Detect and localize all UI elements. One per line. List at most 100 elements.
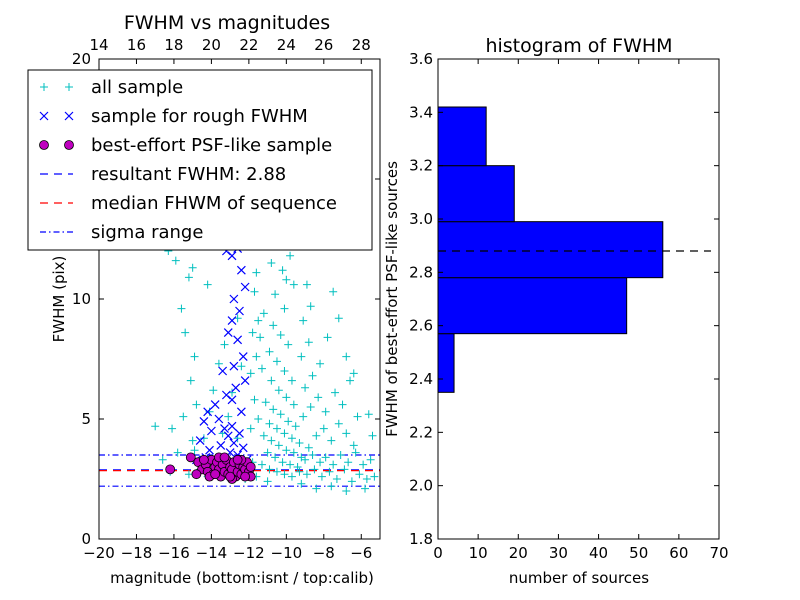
point-all-sample [280, 470, 289, 479]
point-rough-fwhm [195, 436, 205, 446]
scatter-axes-frame [98, 58, 381, 540]
top-tick-label: 22 [239, 36, 258, 54]
point-all-sample [316, 359, 325, 368]
point-all-sample [186, 376, 195, 385]
point-rough-fwhm [218, 366, 228, 376]
point-all-sample [282, 393, 291, 402]
legend-marker [65, 83, 73, 91]
histogram-axes: 0 10 20 30 40 50 60 70 1.8 2.0 2.2 2.4 2.6 2.8 3.0 3.2 3… [409, 50, 728, 562]
scatter-y-axis-label: FWHM (pix) [50, 256, 68, 343]
y-tick-label: 3.6 [409, 50, 433, 68]
point-all-sample [276, 331, 285, 339]
point-all-sample [158, 455, 167, 464]
histogram-title: histogram of FWHM [485, 35, 672, 57]
point-all-sample [317, 472, 326, 481]
point-all-sample [173, 448, 182, 457]
point-all-sample [289, 448, 298, 457]
point-all-sample [331, 388, 340, 397]
point-all-sample [344, 458, 353, 467]
point-all-sample [353, 412, 362, 421]
x-tick-label: −14 [196, 544, 228, 562]
point-all-sample [287, 376, 296, 385]
histogram-axes-frame [437, 58, 720, 540]
point-all-sample [359, 460, 368, 469]
point-all-sample [308, 451, 317, 459]
point-all-sample [368, 431, 377, 440]
x-tick-label: −16 [158, 544, 190, 562]
legend-frame [27, 69, 373, 251]
x-tick-label: −10 [271, 544, 303, 562]
legend-label: best-effort PSF-like sample [91, 135, 332, 156]
point-rough-fwhm [205, 445, 214, 455]
point-all-sample [259, 309, 268, 318]
point-all-sample [280, 429, 289, 438]
point-rough-fwhm [223, 328, 233, 338]
point-all-sample [351, 448, 360, 457]
point-all-sample [171, 256, 180, 265]
point-all-sample [302, 470, 311, 479]
legend-marker [39, 140, 49, 150]
point-all-sample [257, 364, 266, 373]
point-psf-like [245, 462, 256, 472]
point-all-sample [278, 266, 287, 275]
point-rough-fwhm [229, 361, 239, 371]
point-rough-fwhm [220, 424, 229, 434]
legend-label: all sample [91, 77, 183, 98]
point-rough-fwhm [227, 251, 237, 261]
legend-label: resultant FWHM: 2.88 [91, 164, 286, 185]
top-tick-label: 24 [277, 36, 296, 54]
y-tick-label: 0 [81, 530, 91, 548]
histogram-bar [437, 333, 455, 393]
point-all-sample [342, 352, 351, 361]
point-all-sample [254, 316, 263, 325]
point-psf-like [210, 469, 221, 480]
point-all-sample [349, 441, 358, 450]
histogram-bar [437, 221, 664, 279]
legend-entry: all sample [40, 77, 183, 98]
point-all-sample [274, 386, 283, 395]
point-all-sample [269, 321, 278, 330]
point-rough-fwhm [229, 438, 239, 448]
point-rough-fwhm [203, 407, 213, 417]
point-all-sample [297, 479, 306, 488]
point-psf-like [199, 454, 209, 465]
point-rough-fwhm [223, 431, 233, 441]
histogram-bar [437, 106, 487, 167]
point-all-sample [312, 431, 321, 440]
point-rough-fwhm [229, 294, 239, 304]
top-tick-label: 26 [314, 36, 333, 54]
point-rough-fwhm [210, 400, 220, 410]
point-rough-fwhm [236, 407, 246, 417]
point-all-sample [190, 352, 199, 361]
point-all-sample [267, 259, 276, 267]
point-all-sample [282, 446, 291, 455]
point-all-sample [346, 376, 355, 385]
histogram-plot-area [437, 106, 711, 393]
point-all-sample [280, 367, 289, 375]
top-tick-label: 28 [352, 36, 371, 54]
legend-entry: resultant FWHM: 2.88 [40, 164, 286, 185]
legend-entry: best-effort PSF-like sample [39, 135, 332, 156]
point-all-sample [342, 429, 351, 438]
point-all-sample [355, 470, 364, 479]
point-all-sample [237, 362, 246, 371]
y-tick-label: 1.8 [409, 530, 433, 548]
point-all-sample [338, 400, 347, 409]
x-tick-label: 10 [469, 544, 488, 562]
legend-label: sample for rough FWHM [91, 106, 308, 127]
point-all-sample [370, 472, 379, 481]
y-tick-label: 2.0 [409, 477, 433, 495]
point-all-sample [306, 403, 315, 411]
point-all-sample [151, 422, 160, 431]
point-all-sample [220, 340, 229, 349]
point-all-sample [179, 412, 188, 421]
point-all-sample [282, 275, 291, 284]
point-all-sample [287, 472, 296, 481]
point-all-sample [321, 453, 330, 462]
x-tick-label: −20 [83, 544, 115, 562]
point-all-sample [177, 304, 186, 313]
top-tick-label: 20 [202, 36, 221, 54]
point-rough-fwhm [238, 443, 248, 453]
point-all-sample [304, 338, 313, 347]
point-all-sample [181, 328, 190, 337]
